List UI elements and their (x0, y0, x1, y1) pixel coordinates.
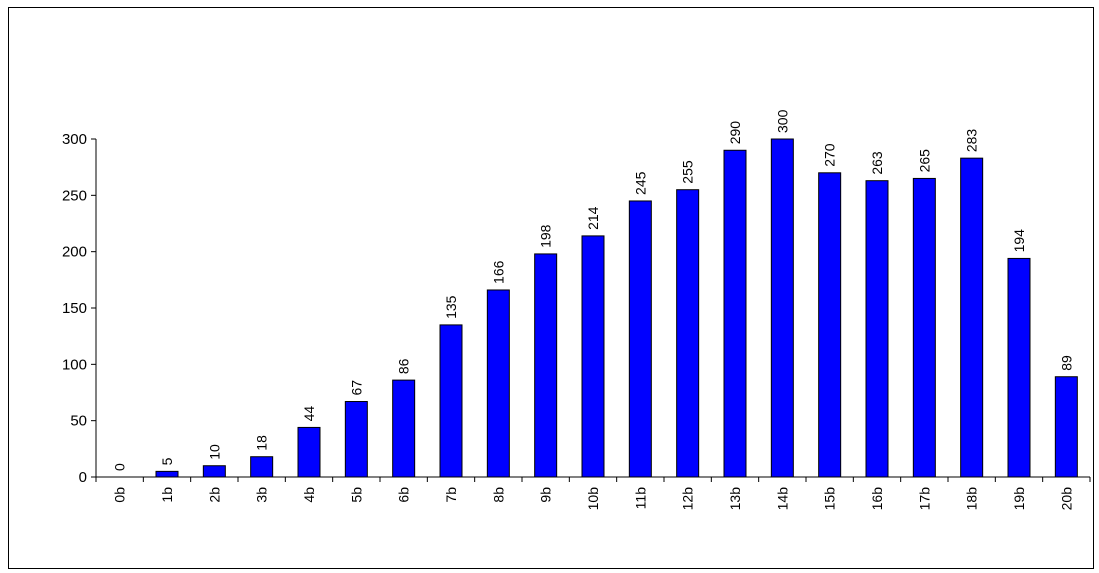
bar-2b (202, 465, 226, 478)
x-tick-label-3b: 3b (254, 487, 270, 503)
x-tick-label-8b: 8b (490, 487, 506, 503)
data-label-4b: 44 (301, 406, 317, 422)
x-tick-label-13b: 13b (727, 487, 743, 511)
data-label-16b: 263 (869, 151, 885, 175)
x-tick-label-9b: 9b (538, 487, 554, 503)
bar-14b (770, 138, 794, 478)
data-label-14b: 300 (774, 109, 790, 133)
bar-12b (676, 189, 700, 478)
y-tick-label: 200 (62, 244, 87, 261)
data-label-10b: 214 (585, 206, 601, 230)
y-tick-label: 250 (62, 187, 87, 204)
x-tick-label-7b: 7b (443, 487, 459, 503)
x-tick-label-10b: 10b (585, 487, 601, 511)
data-label-6b: 86 (396, 358, 412, 374)
y-tick-label: 0 (79, 469, 87, 486)
bar-17b (912, 177, 936, 478)
data-label-3b: 18 (254, 435, 270, 451)
bar-8b (486, 289, 510, 478)
data-label-9b: 198 (538, 224, 554, 248)
x-tick-label-5b: 5b (348, 487, 364, 503)
bar-5b (344, 401, 368, 478)
data-label-11b: 245 (632, 171, 648, 195)
x-tick-label-20b: 20b (1058, 487, 1074, 511)
bar-13b (723, 149, 747, 478)
bar-10b (581, 235, 605, 478)
bar-20b (1054, 376, 1078, 478)
data-label-19b: 194 (1011, 229, 1027, 253)
x-tick-label-18b: 18b (964, 487, 980, 511)
bar-3b (250, 456, 274, 478)
bar-19b (1007, 257, 1031, 478)
data-label-5b: 67 (348, 380, 364, 396)
bar-9b (534, 253, 558, 478)
data-label-13b: 290 (727, 121, 743, 145)
x-tick-label-0b: 0b (112, 487, 128, 503)
x-tick-label-15b: 15b (822, 487, 838, 511)
data-label-7b: 135 (443, 295, 459, 319)
bar-4b (297, 426, 321, 478)
bar-1b (155, 470, 179, 478)
chart-frame: ​ 05010015020025030000b51b102b183b444b67… (8, 7, 1094, 569)
bar-11b (628, 200, 652, 478)
x-tick-label-1b: 1b (159, 487, 175, 503)
data-label-2b: 10 (206, 444, 222, 460)
data-label-20b: 89 (1058, 355, 1074, 371)
data-label-0b: 0 (112, 463, 128, 471)
bar-chart: 0 50 100 150 200 250 300 0 0b 5 1b 10 2b 18 3b 44 4b 67 5b… (62, 109, 1091, 511)
data-label-18b: 283 (964, 129, 980, 153)
x-tick-label-17b: 17b (916, 487, 932, 511)
y-tick-label: 150 (62, 300, 87, 317)
x-tick-label-14b: 14b (774, 487, 790, 511)
y-tick-label: 300 (62, 131, 87, 148)
bar-7b (439, 324, 463, 478)
bar-6b (392, 379, 416, 478)
bar-15b (818, 172, 842, 478)
x-tick-label-16b: 16b (869, 487, 885, 511)
bar-16b (865, 180, 889, 478)
x-tick-label-11b: 11b (632, 487, 648, 510)
x-tick-label-4b: 4b (301, 487, 317, 503)
data-label-1b: 5 (159, 457, 175, 465)
bar-18b (960, 157, 984, 478)
y-tick-label: 100 (62, 356, 87, 373)
x-tick-label-12b: 12b (680, 487, 696, 511)
y-tick-label: 50 (70, 413, 87, 430)
data-label-15b: 270 (822, 143, 838, 167)
data-label-12b: 255 (680, 160, 696, 184)
x-tick-label-6b: 6b (396, 487, 412, 503)
x-tick-label-19b: 19b (1011, 487, 1027, 511)
data-label-17b: 265 (916, 149, 932, 173)
data-label-8b: 166 (490, 260, 506, 284)
x-tick-label-2b: 2b (206, 487, 222, 503)
